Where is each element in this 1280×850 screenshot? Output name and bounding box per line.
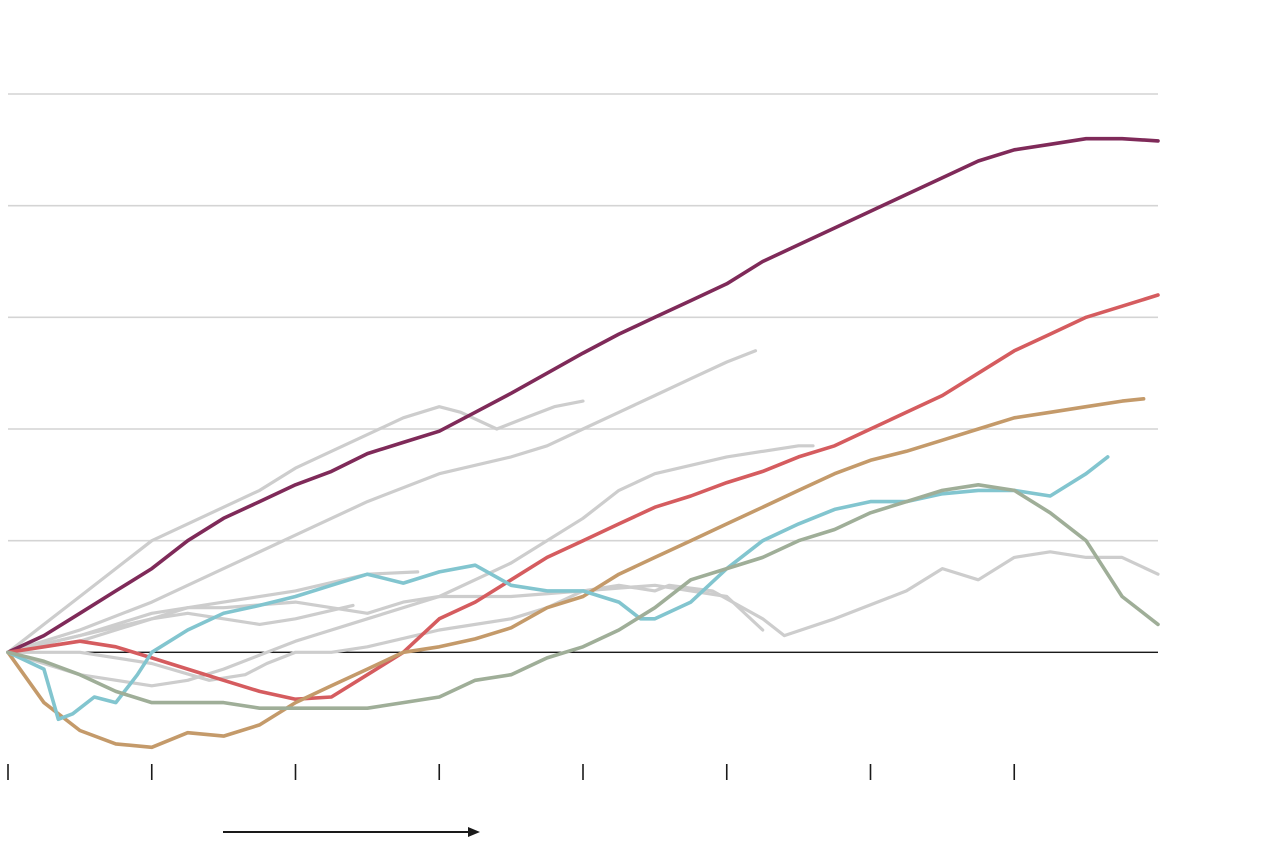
highlight-series-line-10: [6, 455, 1110, 722]
background-series-line-4: [6, 603, 355, 654]
background-series-line-2: [6, 444, 815, 654]
highlight-series-line-8: [6, 293, 1160, 701]
background-series-line-0: [6, 399, 585, 654]
background-series-line-5: [6, 550, 1160, 682]
x-axis: [7, 764, 1016, 780]
background-series-line-1: [6, 349, 758, 654]
highlight-series-line-9: [6, 397, 1146, 750]
background-series-line-6: [6, 583, 765, 688]
direction-arrow: [223, 827, 480, 837]
highlight-series-line-7: [6, 136, 1160, 655]
highlight-series-line-11: [6, 483, 1160, 710]
series-lines: [6, 136, 1160, 750]
gridlines: [8, 93, 1158, 654]
arrow-head-icon: [468, 827, 480, 837]
